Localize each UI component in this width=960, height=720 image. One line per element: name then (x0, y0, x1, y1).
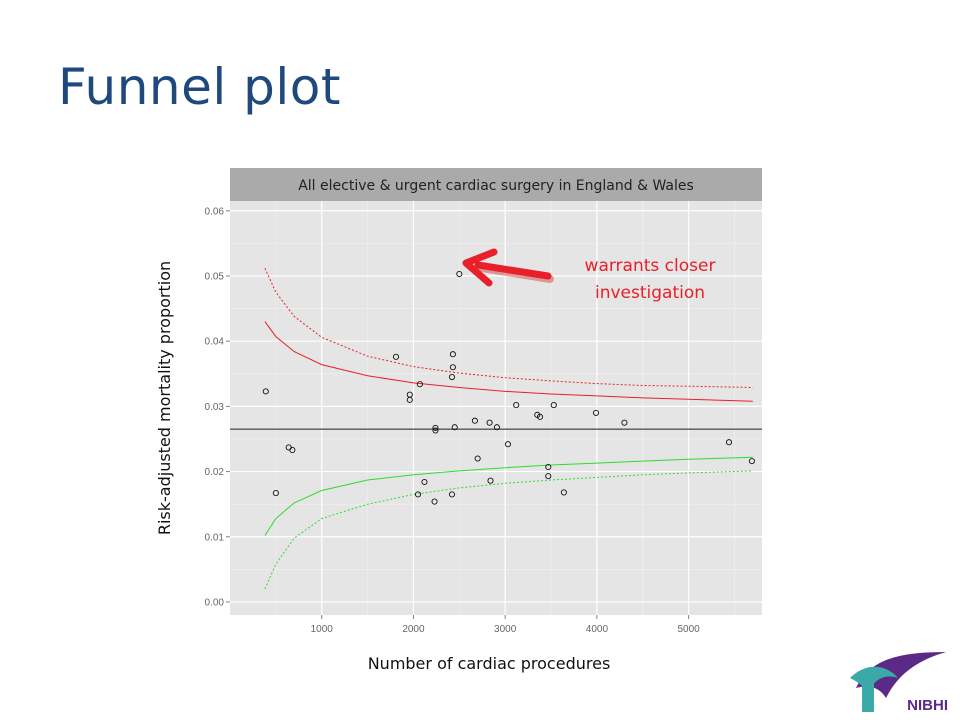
data-point (262, 388, 269, 395)
x-tick-label: 3000 (494, 624, 517, 635)
data-point (456, 270, 463, 278)
data-point (725, 439, 733, 446)
limit-line-lower-inner (264, 456, 753, 536)
data-point (406, 391, 413, 398)
data-point (545, 463, 552, 471)
x-tick-label: 1000 (311, 624, 334, 635)
panel-strip (230, 168, 762, 201)
data-point (451, 424, 458, 431)
data-point (486, 419, 493, 426)
data-point (448, 491, 456, 498)
data-point (414, 491, 422, 498)
logo-text: NIBHI (907, 697, 948, 714)
annotation-note: warrants closer investigation (560, 253, 740, 307)
data-point (432, 424, 439, 431)
nibhi-logo: NIBHI (850, 652, 948, 714)
y-axis-title: Risk-adjusted mortality proportion (155, 261, 174, 535)
data-point (550, 402, 557, 409)
minor-gridlines (230, 201, 762, 615)
data-point (289, 447, 296, 454)
data-point (513, 402, 520, 409)
x-axis-title: Number of cardiac procedures (368, 654, 611, 673)
data-point (392, 353, 400, 360)
data-point (748, 458, 755, 465)
x-axis-ticks: 1000 2000 3000 4000 5000 (311, 615, 700, 635)
slide-title: Funnel plot (58, 58, 341, 116)
data-point (448, 373, 456, 381)
data-point (504, 441, 511, 448)
y-tick-label: 0.01 (205, 532, 225, 543)
panel-strip-text: All elective & urgent cardiac surgery in… (298, 178, 694, 194)
limit-line-upper-outer (264, 267, 753, 388)
x-tick-label: 2000 (402, 624, 425, 635)
data-point (272, 490, 279, 497)
arrow-icon (462, 248, 554, 287)
data-point (493, 424, 500, 431)
annotation-line-2: investigation (594, 283, 706, 303)
limit-line-upper-inner (264, 321, 753, 402)
y-tick-label: 0.03 (205, 402, 225, 413)
y-tick-label: 0.02 (205, 467, 225, 478)
data-point (592, 409, 600, 416)
data-point (416, 381, 423, 388)
x-tick-label: 5000 (677, 624, 700, 635)
x-tick-label: 4000 (586, 624, 609, 635)
data-point (474, 455, 481, 462)
data-point (487, 477, 494, 484)
y-axis-ticks: 0.00 0.01 0.02 0.03 0.04 0.05 0.06 (205, 206, 230, 608)
data-point (471, 417, 478, 424)
data-point (421, 478, 428, 486)
y-tick-label: 0.04 (205, 337, 225, 348)
data-point (545, 473, 552, 480)
data-point (536, 413, 544, 420)
data-point (449, 351, 456, 358)
data-point (449, 364, 456, 371)
data-point (560, 489, 567, 496)
annotation-line-1: warrants closer (584, 256, 716, 276)
data-point (621, 419, 628, 426)
control-limit-lines (264, 267, 753, 590)
y-tick-label: 0.06 (205, 206, 225, 217)
limit-line-lower-outer (264, 470, 753, 590)
y-tick-label: 0.00 (205, 597, 225, 608)
data-point (432, 427, 439, 434)
data-point (431, 498, 438, 505)
data-points (262, 270, 755, 505)
y-tick-label: 0.05 (205, 271, 225, 282)
